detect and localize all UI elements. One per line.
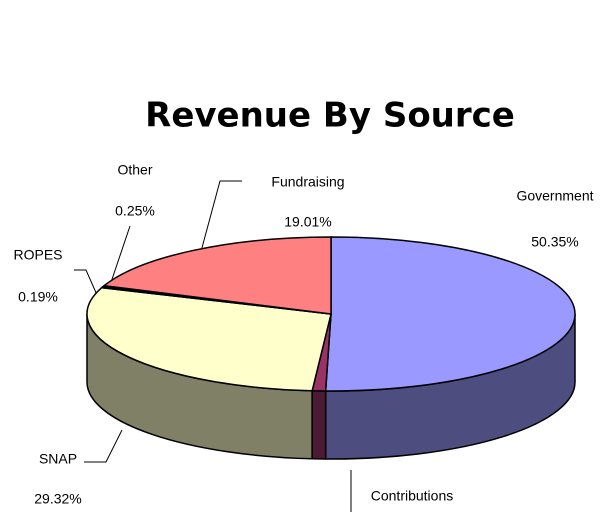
value-label: 29.32% [34,491,81,507]
slice-label: SNAP [39,451,77,467]
slice-label: Government [516,188,593,204]
leader-line [84,429,123,463]
slice-side [311,390,327,460]
value-label: 0.19% [18,289,58,305]
slice-label: Fundraising [271,174,344,190]
slice [86,286,332,392]
slice [102,236,332,315]
slice [324,236,576,392]
value-label: 19.01% [284,214,331,230]
slice-label: Contributions [371,488,454,504]
slice-label: Other [117,162,152,178]
leader-line [195,180,242,271]
chart-title: Revenue By Source [145,96,515,136]
value-label: 50.35% [531,234,578,250]
slice-label: ROPES [13,247,62,263]
value-label: 0.25% [115,203,155,219]
